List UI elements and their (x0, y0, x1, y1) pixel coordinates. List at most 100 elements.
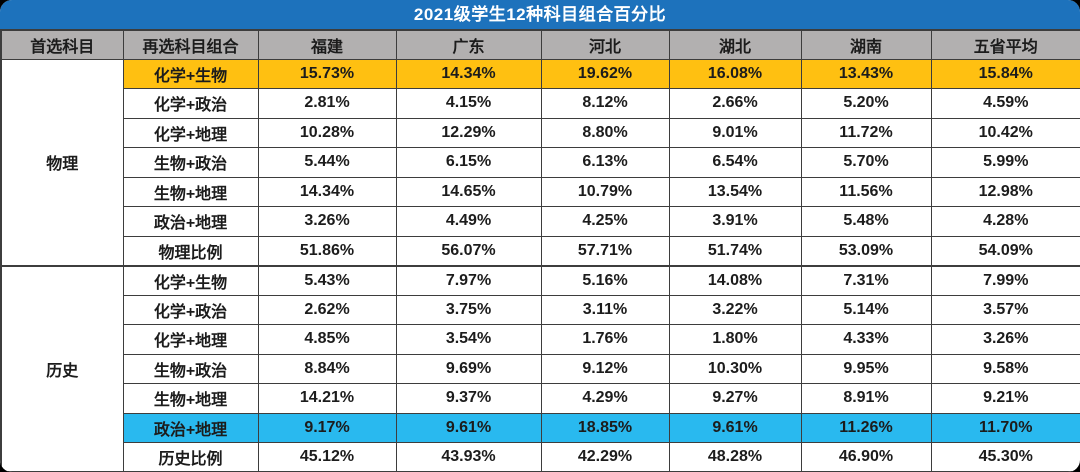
percentage-value-cell: 4.59% (930, 88, 1080, 119)
percentage-value-cell: 2.66% (668, 88, 802, 119)
percentage-value-cell: 2.81% (257, 88, 397, 119)
percentage-value-cell: 16.08% (668, 58, 802, 89)
percentage-value-cell: 51.74% (668, 235, 802, 266)
combination-label-cell: 历史比例 (122, 442, 259, 472)
table-row: 历史 化学+生物 5.43% 7.97% 5.16% 14.08% 7.31% 7.99% (0, 264, 1080, 472)
combination-label-cell: 化学+生物 (122, 58, 259, 89)
table-row: 政治+地理 9.17% 9.61% 18.85% 9.61% 11.26% 11.70% (1, 412, 1080, 443)
percentage-value-cell: 11.72% (800, 117, 932, 148)
percentage-value-cell: 3.26% (257, 206, 397, 237)
percentage-value-cell: 7.31% (800, 264, 932, 296)
combination-label-cell: 生物+地理 (122, 383, 259, 414)
table-row: 物理 化学+生物 15.73% 14.34% 19.62% 16.08% 13.43% 15.… (0, 58, 1080, 266)
column-header: 河北 (540, 29, 670, 60)
percentage-value-cell: 14.65% (395, 176, 542, 207)
percentage-value-cell: 54.09% (930, 235, 1080, 266)
percentage-value-cell: 14.34% (395, 58, 542, 89)
percentage-value-cell: 14.34% (257, 176, 397, 207)
table-row: 生物+政治 5.44% 6.15% 6.13% 6.54% 5.70% 5.99% (1, 147, 1080, 178)
percentage-value-cell: 57.71% (540, 235, 670, 266)
percentage-value-cell: 3.75% (395, 294, 542, 325)
percentage-value-cell: 4.49% (395, 206, 542, 237)
table-row: 化学+地理 10.28% 12.29% 8.80% 9.01% 11.72% 10.42% (1, 117, 1080, 148)
percentage-value-cell: 3.54% (395, 324, 542, 355)
percentage-value-cell: 4.85% (257, 324, 397, 355)
percentage-value-cell: 9.01% (668, 117, 802, 148)
header-row: 首选科目 再选科目组合 福建 广东 河北 湖北 湖南 五省平均 (0, 29, 1080, 60)
percentage-value-cell: 9.12% (540, 353, 670, 384)
percentage-value-cell: 11.26% (800, 412, 932, 443)
percentage-value-cell: 7.99% (930, 264, 1080, 296)
percentage-value-cell: 13.43% (800, 58, 932, 89)
percentage-value-cell: 12.98% (930, 176, 1080, 207)
combination-label-cell: 生物+地理 (122, 176, 259, 207)
combination-label-cell: 政治+地理 (122, 206, 259, 237)
column-header: 湖南 (800, 29, 932, 60)
combination-label-cell: 生物+政治 (122, 353, 259, 384)
percentage-value-cell: 5.44% (257, 147, 397, 178)
percentage-value-cell: 9.95% (800, 353, 932, 384)
column-header: 再选科目组合 (122, 29, 259, 60)
table-row: 政治+地理 3.26% 4.49% 4.25% 3.91% 5.48% 4.28% (1, 206, 1080, 237)
percentage-value-cell: 51.86% (257, 235, 397, 266)
first-choice-subject-cell: 物理 (0, 58, 124, 266)
percentage-value-cell: 12.29% (395, 117, 542, 148)
percentage-value-cell: 5.20% (800, 88, 932, 119)
page-title: 2021级学生12种科目组合百分比 (0, 0, 1080, 29)
percentage-value-cell: 6.54% (668, 147, 802, 178)
column-header: 五省平均 (930, 29, 1080, 60)
percentage-value-cell: 7.97% (395, 264, 542, 296)
percentage-value-cell: 8.84% (257, 353, 397, 384)
percentage-value-cell: 3.91% (668, 206, 802, 237)
percentage-value-cell: 56.07% (395, 235, 542, 266)
percentage-value-cell: 9.61% (395, 412, 542, 443)
percentage-value-cell: 9.17% (257, 412, 397, 443)
table-row: 生物+地理 14.21% 9.37% 4.29% 9.27% 8.91% 9.21% (1, 383, 1080, 414)
percentage-value-cell: 1.76% (540, 324, 670, 355)
percentage-value-cell: 46.90% (800, 442, 932, 472)
combination-label-cell: 化学+政治 (122, 88, 259, 119)
percentage-value-cell: 15.84% (930, 58, 1080, 89)
percentage-value-cell: 5.43% (257, 264, 397, 296)
table-row: 化学+地理 4.85% 3.54% 1.76% 1.80% 4.33% 3.26% (1, 324, 1080, 355)
percentage-value-cell: 13.54% (668, 176, 802, 207)
percentage-value-cell: 9.58% (930, 353, 1080, 384)
percentage-value-cell: 45.30% (930, 442, 1080, 472)
percentage-value-cell: 3.11% (540, 294, 670, 325)
combination-label-cell: 化学+生物 (122, 264, 259, 296)
percentage-value-cell: 53.09% (800, 235, 932, 266)
percentage-value-cell: 5.99% (930, 147, 1080, 178)
table-row: 化学+政治 2.62% 3.75% 3.11% 3.22% 5.14% 3.57% (1, 294, 1080, 325)
percentage-value-cell: 8.12% (540, 88, 670, 119)
table-row: 历史比例 45.12% 43.93% 42.29% 48.28% 46.90% 45.30% (1, 442, 1080, 472)
combination-label-cell: 生物+政治 (122, 147, 259, 178)
percentage-value-cell: 10.79% (540, 176, 670, 207)
percentage-value-cell: 9.69% (395, 353, 542, 384)
table-row: 生物+政治 8.84% 9.69% 9.12% 10.30% 9.95% 9.58% (1, 353, 1080, 384)
percentage-value-cell: 4.15% (395, 88, 542, 119)
percentage-value-cell: 45.12% (257, 442, 397, 472)
percentage-value-cell: 5.48% (800, 206, 932, 237)
percentage-value-cell: 3.26% (930, 324, 1080, 355)
percentage-value-cell: 3.57% (930, 294, 1080, 325)
percentage-value-cell: 19.62% (540, 58, 670, 89)
percentage-value-cell: 4.29% (540, 383, 670, 414)
percentage-value-cell: 9.61% (668, 412, 802, 443)
percentage-value-cell: 9.21% (930, 383, 1080, 414)
percentage-value-cell: 1.80% (668, 324, 802, 355)
combination-label-cell: 化学+地理 (122, 324, 259, 355)
column-header: 广东 (395, 29, 542, 60)
first-choice-subject-cell: 历史 (0, 264, 124, 472)
percentage-value-cell: 14.08% (668, 264, 802, 296)
column-header: 湖北 (668, 29, 802, 60)
percentage-value-cell: 5.16% (540, 264, 670, 296)
table-row: 化学+政治 2.81% 4.15% 8.12% 2.66% 5.20% 4.59% (1, 88, 1080, 119)
combination-label-cell: 化学+政治 (122, 294, 259, 325)
percentage-value-cell: 10.28% (257, 117, 397, 148)
percentage-value-cell: 15.73% (257, 58, 397, 89)
percentage-value-cell: 4.25% (540, 206, 670, 237)
percentage-value-cell: 14.21% (257, 383, 397, 414)
combination-label-cell: 物理比例 (122, 235, 259, 266)
percentage-value-cell: 43.93% (395, 442, 542, 472)
